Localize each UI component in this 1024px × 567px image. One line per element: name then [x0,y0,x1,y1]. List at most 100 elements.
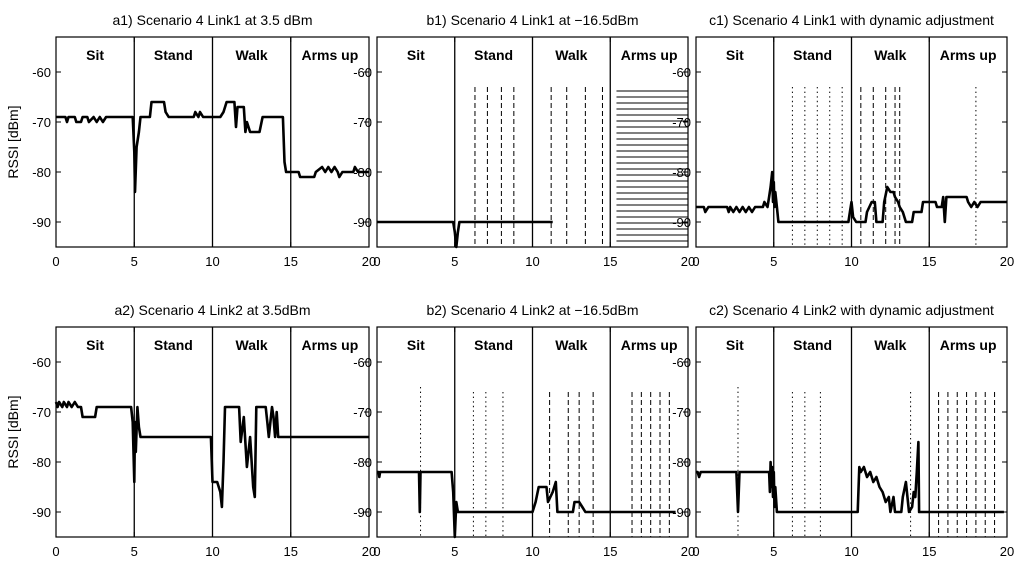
y-tick-label: -70 [672,115,691,130]
panel-a2: a2) Scenario 4 Link2 at 3.5dBm -60 -70 -80 -… [5,302,376,559]
plot-frame [55,326,370,538]
phase-label: Arms up [621,47,678,63]
phase-label: Arms up [940,337,997,353]
series-line-rssi [377,220,553,249]
y-axis-label: RSSI [dBm] [5,105,21,178]
series-line-rssi [54,400,369,509]
y-tick-label: -60 [32,65,51,80]
panel-b1: b1) Scenario 4 Link1 at −16.5dBm -60 -70 -8… [353,12,695,269]
panel-title: a1) Scenario 4 Link1 at 3.5 dBm [112,12,312,28]
series-line-rssi [696,170,1007,224]
phase-label: Stand [793,337,832,353]
phase-label: Arms up [301,47,358,63]
panel-a1: a1) Scenario 4 Link1 at 3.5 dBm -60 -70 -80… [5,12,376,269]
panel-c2: c2) Scenario 4 Link2 with dynamic adjust… [672,302,1014,559]
phase-label: Stand [793,47,832,63]
x-tick-label: 0 [52,544,59,559]
y-tick-label: -70 [672,405,691,420]
phase-label: Stand [154,47,193,63]
panel-title: c2) Scenario 4 Link2 with dynamic adjust… [709,302,994,318]
phase-label: Stand [154,337,193,353]
x-tick-label: 5 [131,544,138,559]
phase-label: Walk [874,337,906,353]
phase-label: Sit [407,337,425,353]
y-tick-label: -90 [672,505,691,520]
x-tick-label: 10 [844,254,858,269]
y-tick-label: -80 [32,455,51,470]
series-line-rssi [377,470,676,539]
phase-label: Walk [874,47,906,63]
y-tick-label: -60 [672,65,691,80]
phase-label: Sit [726,337,744,353]
panel-title: a2) Scenario 4 Link2 at 3.5dBm [114,302,310,318]
y-tick-label: -60 [672,355,691,370]
phase-label: Arms up [940,47,997,63]
phase-label: Stand [474,47,513,63]
y-axis-label: RSSI [dBm] [5,395,21,468]
x-tick-label: 20 [362,254,376,269]
y-tick-label: -80 [672,455,691,470]
panel-b2: b2) Scenario 4 Link2 at −16.5dBm -60 -70 -8… [353,302,695,559]
y-tick-label: -60 [32,355,51,370]
y-tick-label: -90 [353,505,372,520]
x-tick-label: 5 [770,254,777,269]
plot-frame [695,326,1008,538]
x-tick-label: 15 [284,254,298,269]
x-tick-label: 5 [131,254,138,269]
phase-label: Walk [236,337,268,353]
y-tick-label: -70 [32,115,51,130]
x-tick-label: 20 [1000,254,1014,269]
panel-title: c1) Scenario 4 Link1 with dynamic adjust… [709,12,994,28]
x-tick-label: 20 [1000,544,1014,559]
phase-label: Sit [726,47,744,63]
x-tick-label: 0 [692,254,699,269]
panel-title: b1) Scenario 4 Link1 at −16.5dBm [426,12,638,28]
series-line-rssi [56,100,369,194]
x-tick-label: 15 [922,254,936,269]
x-tick-label: 0 [52,254,59,269]
x-tick-label: 5 [451,254,458,269]
x-tick-label: 0 [373,254,380,269]
x-tick-label: 20 [681,254,695,269]
phase-label: Stand [474,337,513,353]
series-line-rssi [696,440,1004,514]
plot-frame [376,36,689,248]
x-tick-label: 5 [451,544,458,559]
x-tick-label: 15 [922,544,936,559]
y-tick-label: -80 [32,165,51,180]
phase-label: Sit [407,47,425,63]
phase-label: Walk [555,337,587,353]
x-tick-label: 0 [692,544,699,559]
plot-frame [695,36,1008,248]
panel-c1: c1) Scenario 4 Link1 with dynamic adjust… [672,12,1014,269]
x-tick-label: 10 [844,544,858,559]
x-tick-label: 5 [770,544,777,559]
phase-label: Sit [86,337,104,353]
y-tick-label: -90 [32,505,51,520]
phase-label: Arms up [621,337,678,353]
y-tick-label: -70 [353,405,372,420]
y-tick-label: -90 [672,215,691,230]
y-tick-label: -80 [353,455,372,470]
y-tick-label: -80 [672,165,691,180]
y-tick-label: -70 [353,115,372,130]
x-tick-label: 15 [603,254,617,269]
x-tick-label: 15 [603,544,617,559]
x-tick-label: 20 [681,544,695,559]
plot-frame [55,36,370,248]
panel-title: b2) Scenario 4 Link2 at −16.5dBm [426,302,638,318]
x-tick-label: 15 [284,544,298,559]
plot-frame [376,326,689,538]
y-tick-label: -90 [353,215,372,230]
y-tick-label: -70 [32,405,51,420]
phase-label: Walk [555,47,587,63]
y-tick-label: -90 [32,215,51,230]
x-tick-label: 0 [373,544,380,559]
y-tick-label: -60 [353,65,372,80]
x-tick-label: 10 [525,254,539,269]
x-tick-label: 10 [205,254,219,269]
x-tick-label: 10 [525,544,539,559]
phase-label: Arms up [301,337,358,353]
phase-label: Sit [86,47,104,63]
